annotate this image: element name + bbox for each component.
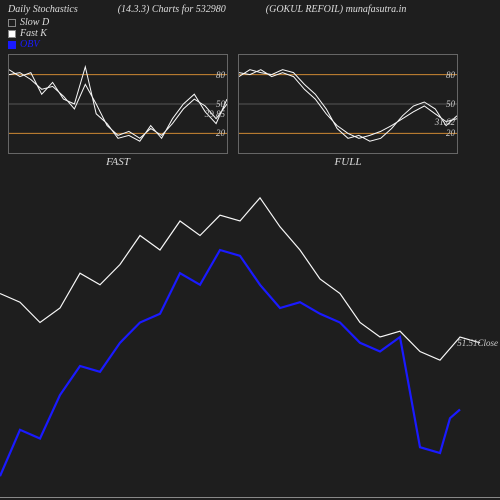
- legend-slowd-label: Slow D: [20, 17, 49, 28]
- legend-slowd-box: [8, 19, 16, 27]
- legend-slowd: Slow D: [8, 17, 492, 28]
- sub-chart-fast: 20508039.85: [8, 54, 228, 154]
- legend-obv-label: OBV: [20, 39, 39, 50]
- header-company: (GOKUL REFOIL) munafasutra.in: [266, 4, 407, 15]
- legend-fastk: Fast K: [8, 28, 492, 39]
- sub-label-fast: FAST: [8, 154, 228, 168]
- header-title: Daily Stochastics: [8, 4, 78, 15]
- close-label: 51.51Close: [457, 338, 498, 348]
- sub-label-full: FULL: [238, 154, 458, 168]
- main-chart: 51.51Close: [0, 192, 500, 482]
- legend-fastk-label: Fast K: [20, 28, 47, 39]
- header: Daily Stochastics (14.3.3) Charts for 53…: [0, 0, 500, 17]
- baseline: [0, 497, 500, 498]
- legend: Slow D Fast K OBV: [0, 17, 500, 50]
- sub-chart-full: 20508031.62: [238, 54, 458, 154]
- sub-chart-fast-wrap: 20508039.85 FAST: [8, 54, 228, 168]
- header-params: (14.3.3) Charts for 532980: [118, 4, 226, 15]
- legend-obv-box: [8, 41, 16, 49]
- legend-obv: OBV: [8, 39, 492, 50]
- legend-fastk-box: [8, 30, 16, 38]
- sub-chart-full-wrap: 20508031.62 FULL: [238, 54, 458, 168]
- sub-charts: 20508039.85 FAST 20508031.62 FULL: [0, 50, 500, 172]
